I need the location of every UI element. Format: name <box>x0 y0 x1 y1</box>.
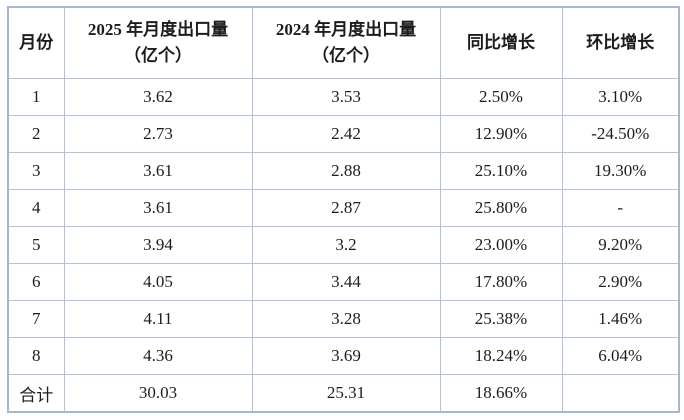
cell-2024-value: 2.42 <box>251 115 441 153</box>
cell-yoy: 25.10% <box>439 152 563 190</box>
cell-month: 7 <box>7 300 65 338</box>
cell-yoy-total: 18.66% <box>439 374 563 413</box>
cell-yoy: 23.00% <box>439 226 563 264</box>
cell-month: 4 <box>7 189 65 227</box>
cell-2024-value: 2.88 <box>251 152 441 190</box>
header-label: 同比增长 <box>467 32 535 52</box>
cell-mom: 19.30% <box>561 152 680 190</box>
cell-2025-value: 3.62 <box>63 78 253 116</box>
column-header-2024-export: 2024 年月度出口量 （亿个） <box>251 6 441 79</box>
table-row-month-5: 5 3.94 3.2 23.00% 9.20% <box>7 226 680 264</box>
header-label: 环比增长 <box>586 32 655 52</box>
cell-2025-value: 3.61 <box>63 189 253 227</box>
table-row-month-6: 6 4.05 3.44 17.80% 2.90% <box>7 263 680 301</box>
cell-yoy: 25.80% <box>439 189 563 227</box>
cell-mom: 9.20% <box>561 226 680 264</box>
cell-yoy: 25.38% <box>439 300 563 338</box>
header-row: 月份 2025 年月度出口量 （亿个） 2024 年月度出口量 （亿个） 同比增… <box>7 6 680 79</box>
cell-yoy: 18.24% <box>439 337 563 375</box>
cell-yoy: 12.90% <box>439 115 563 153</box>
cell-2025-value: 4.11 <box>63 300 253 338</box>
cell-2024-value: 3.44 <box>251 263 441 301</box>
cell-mom: 6.04% <box>561 337 680 375</box>
cell-mom: - <box>561 189 680 227</box>
table-row-month-1: 1 3.62 3.53 2.50% 3.10% <box>7 78 680 116</box>
cell-2025-total: 30.03 <box>63 374 253 413</box>
cell-2024-value: 3.2 <box>251 226 441 264</box>
header-label-line1: 2024 年月度出口量 <box>275 19 417 39</box>
cell-total-label: 合计 <box>7 374 65 413</box>
cell-2024-value: 3.28 <box>251 300 441 338</box>
cell-mom-negative: -24.50% <box>561 115 680 153</box>
cell-2025-value: 2.73 <box>63 115 253 153</box>
export-volume-table: 月份 2025 年月度出口量 （亿个） 2024 年月度出口量 （亿个） 同比增… <box>7 6 680 413</box>
cell-2025-value: 3.94 <box>63 226 253 264</box>
cell-mom-total-empty <box>561 374 680 413</box>
header-label-line2: （亿个） <box>312 46 380 65</box>
cell-month: 5 <box>7 226 65 264</box>
header-label-line2: （亿个） <box>124 46 192 65</box>
table-row-month-8: 8 4.36 3.69 18.24% 6.04% <box>7 337 680 375</box>
cell-mom: 1.46% <box>561 300 680 338</box>
column-header-mom-growth: 环比增长 <box>561 6 680 79</box>
cell-yoy: 2.50% <box>439 78 563 116</box>
cell-month: 2 <box>7 115 65 153</box>
column-header-yoy-growth: 同比增长 <box>439 6 563 79</box>
table-row-month-2: 2 2.73 2.42 12.90% -24.50% <box>7 115 680 153</box>
cell-2025-value: 4.05 <box>63 263 253 301</box>
table-row-total: 合计 30.03 25.31 18.66% <box>7 374 680 413</box>
header-label-line1: 2025 年月度出口量 <box>87 19 229 39</box>
header-label: 月份 <box>19 32 54 52</box>
cell-month: 6 <box>7 263 65 301</box>
cell-2025-value: 3.61 <box>63 152 253 190</box>
cell-month: 8 <box>7 337 65 375</box>
cell-month: 3 <box>7 152 65 190</box>
cell-2024-value: 2.87 <box>251 189 441 227</box>
cell-mom: 2.90% <box>561 263 680 301</box>
table-row-month-3: 3 3.61 2.88 25.10% 19.30% <box>7 152 680 190</box>
column-header-month: 月份 <box>7 6 65 79</box>
table-row-month-4: 4 3.61 2.87 25.80% - <box>7 189 680 227</box>
cell-month: 1 <box>7 78 65 116</box>
cell-yoy: 17.80% <box>439 263 563 301</box>
table-row-month-7: 7 4.11 3.28 25.38% 1.46% <box>7 300 680 338</box>
cell-2024-value: 3.53 <box>251 78 441 116</box>
column-header-2025-export: 2025 年月度出口量 （亿个） <box>63 6 253 79</box>
cell-2024-value: 3.69 <box>251 337 441 375</box>
cell-2025-value: 4.36 <box>63 337 253 375</box>
cell-2024-total: 25.31 <box>251 374 441 413</box>
cell-mom: 3.10% <box>561 78 680 116</box>
